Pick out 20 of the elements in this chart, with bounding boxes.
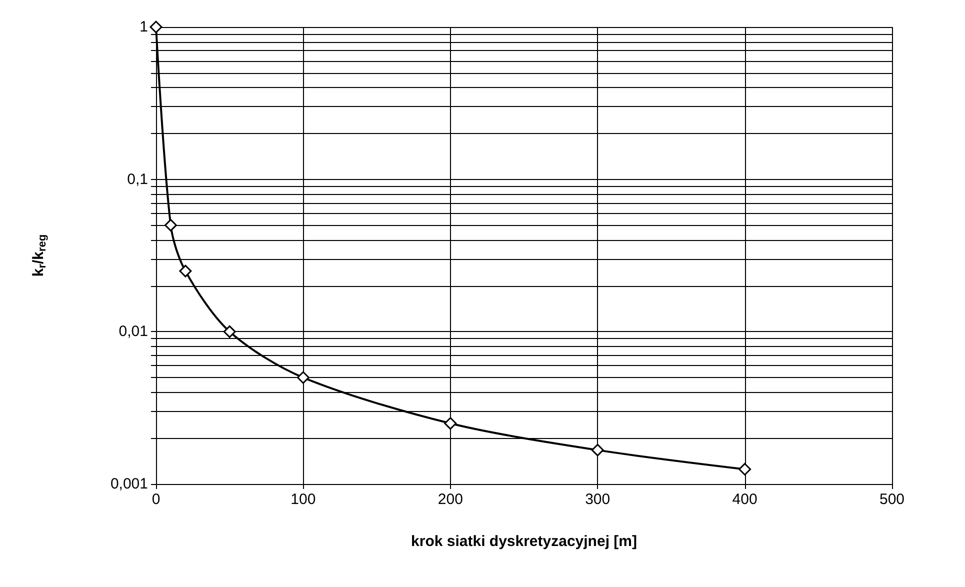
x-axis-title: krok siatki dyskretyzacyjnej [m]	[411, 533, 637, 550]
y-tick-label: 0,001	[110, 476, 148, 492]
x-tick-label: 500	[879, 491, 905, 508]
x-tick-label: 0	[152, 491, 160, 508]
point	[591, 444, 604, 456]
y-tick-label: 1	[140, 18, 148, 36]
x-tick-label: 200	[438, 491, 463, 508]
point	[738, 462, 752, 476]
point	[223, 325, 236, 338]
x-tick-label: 300	[585, 491, 610, 508]
y-tick-label: 0,1	[127, 170, 148, 188]
point	[150, 20, 162, 34]
point	[296, 371, 310, 384]
x-tick-label: 100	[290, 491, 316, 508]
x-tick-label: 400	[732, 491, 758, 508]
point	[164, 218, 177, 232]
point	[444, 417, 457, 430]
point	[179, 264, 192, 278]
y-tick-label: 0,01	[118, 323, 148, 340]
y-axis-title: kr/kreg	[30, 234, 48, 277]
